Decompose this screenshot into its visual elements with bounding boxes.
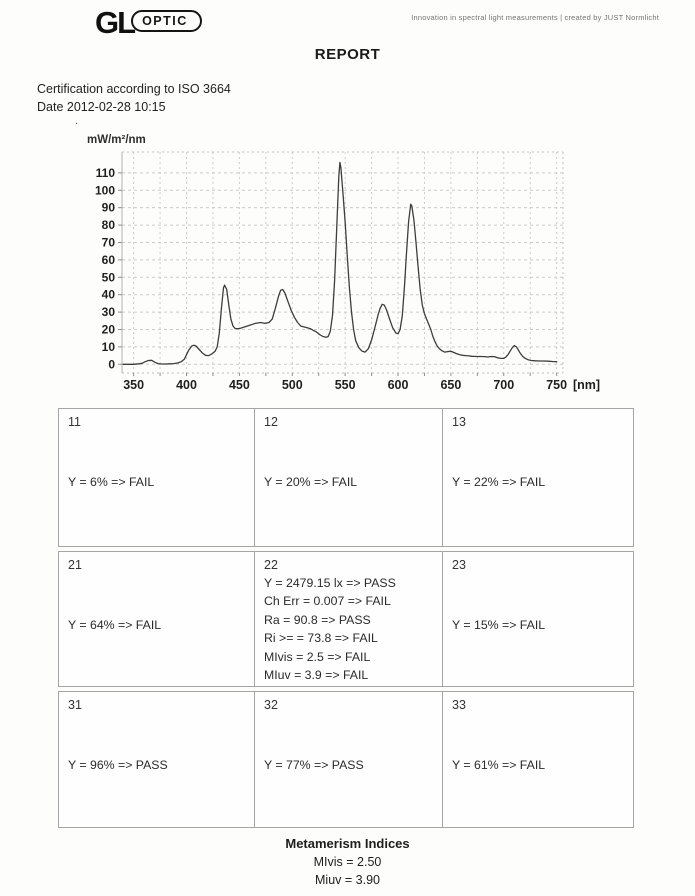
x-tick-label: 550	[335, 378, 356, 392]
chart-gridlines	[122, 152, 563, 373]
footer-miuv-value: Miuv = 3.90	[315, 873, 380, 887]
cell-result-line: Y = 15% => FAIL	[452, 618, 546, 632]
grid-cell-11: 11 Y = 6% => FAIL	[59, 409, 254, 546]
spectrum-chart: 0 10 20 30 40 50 60 70 80 90 100 110 350 400 450 500 550…	[60, 146, 605, 398]
certification-block: Certification according to ISO 3664 Date…	[37, 80, 231, 116]
cell-result-line: MIvis = 2.5 => FAIL	[264, 649, 371, 664]
chart-y-unit-label: mW/m²/nm	[87, 134, 146, 146]
spectrum-svg: 0 10 20 30 40 50 60 70 80 90 100 110 350 400 450 500 550…	[95, 151, 600, 392]
x-unit-label: [nm]	[573, 378, 600, 392]
y-tick-label: 10	[102, 340, 116, 354]
grid-row-3: 31 Y = 96% => PASS 32 Y = 77% => PASS 33 Y = …	[58, 691, 634, 828]
y-tick-label: 50	[102, 270, 116, 284]
x-tick-label: 400	[176, 378, 197, 392]
grid-cell-23: 23 Y = 15% => FAIL	[442, 552, 633, 686]
y-tick-label: 70	[102, 235, 116, 249]
y-tick-label: 0	[108, 357, 115, 371]
cell-result-line: Ch Err = 0.007 => FAIL	[264, 594, 391, 609]
chart-axes	[118, 151, 564, 376]
cell-result-text: Y = 15% => FAIL	[452, 618, 627, 632]
cell-result-line: Ra = 90.8 => PASS	[264, 612, 371, 627]
cell-id-label: 21	[68, 558, 82, 572]
y-tick-label: 100	[95, 183, 115, 197]
cell-result-text: Y = 96% => PASS	[68, 758, 248, 772]
x-tick-label: 650	[440, 378, 461, 392]
certification-line: Certification according to ISO 3664	[37, 82, 231, 96]
cell-result-line: Y = 96% => PASS	[68, 758, 168, 772]
cell-result-line: Ri >= = 73.8 => FAIL	[264, 631, 378, 646]
grid-cell-21: 21 Y = 64% => FAIL	[59, 552, 254, 686]
gl-optic-logo: GL OPTIC	[95, 7, 202, 39]
cell-id-label: 33	[452, 698, 466, 712]
header-tagline: Innovation in spectral light measurement…	[411, 13, 659, 22]
y-tick-label: 60	[102, 253, 116, 267]
y-tick-label: 30	[102, 305, 116, 319]
x-tick-label: 350	[123, 378, 144, 392]
cell-result-text: Y = 6% => FAIL	[68, 475, 248, 489]
grid-cell-22: 22 Y = 2479.15 lx => PASS Ch Err = 0.007 =…	[254, 552, 442, 686]
page-title: REPORT	[314, 46, 381, 63]
x-tick-label: 600	[388, 378, 409, 392]
metamerism-footer: Metamerism Indices MIvis = 2.50 Miuv = 3…	[0, 834, 695, 889]
logo-gl-text: GL	[95, 5, 136, 40]
cell-id-label: 12	[264, 415, 278, 429]
spectrum-curve	[122, 161, 558, 365]
grid-cell-32: 32 Y = 77% => PASS	[254, 692, 442, 827]
cell-result-line: Y = 22% => FAIL	[452, 475, 546, 489]
cell-id-label: 22	[264, 558, 278, 572]
footer-mivis-value: MIvis = 2.50	[313, 855, 382, 869]
grid-cell-12: 12 Y = 20% => FAIL	[254, 409, 442, 546]
stray-dot-mark: .	[75, 115, 79, 127]
cell-id-label: 13	[452, 415, 466, 429]
grid-row-2: 21 Y = 64% => FAIL 22 Y = 2479.15 lx => PAS…	[58, 551, 634, 687]
cell-result-line: Y = 6% => FAIL	[68, 475, 155, 489]
x-tick-label: 450	[229, 378, 250, 392]
x-tick-label: 700	[493, 378, 514, 392]
cell-id-label: 11	[68, 415, 81, 429]
chart-axis-labels: 0 10 20 30 40 50 60 70 80 90 100 110 350 400 450 500 550…	[95, 166, 600, 392]
cell-result-line: Y = 20% => FAIL	[264, 475, 358, 489]
cell-result-line: Y = 2479.15 lx => PASS	[264, 576, 396, 590]
cell-id-label: 31	[68, 698, 82, 712]
certification-date: Date 2012-02-28 10:15	[37, 100, 166, 114]
cell-result-line: Y = 77% => PASS	[264, 758, 364, 772]
grid-row-1: 11 Y = 6% => FAIL 12 Y = 20% => FAIL 13 Y = 2…	[58, 408, 634, 547]
y-tick-label: 80	[102, 218, 116, 232]
evaluation-grid: 11 Y = 6% => FAIL 12 Y = 20% => FAIL 13 Y = 2…	[58, 408, 634, 828]
x-tick-label: 500	[282, 378, 303, 392]
y-tick-label: 40	[102, 288, 116, 302]
cell-result-line: Y = 64% => FAIL	[68, 618, 162, 632]
y-tick-label: 20	[102, 322, 116, 336]
cell-result-text: Y = 77% => PASS	[264, 758, 436, 772]
logo-optic-pill: OPTIC	[131, 10, 202, 32]
grid-cell-13: 13 Y = 22% => FAIL	[442, 409, 633, 546]
grid-cell-33: 33 Y = 61% => FAIL	[442, 692, 633, 827]
grid-cell-31: 31 Y = 96% => PASS	[59, 692, 254, 827]
y-tick-label: 110	[96, 166, 116, 180]
y-tick-label: 90	[102, 201, 116, 215]
cell-id-label: 32	[264, 698, 278, 712]
cell-result-text: Y = 20% => FAIL	[264, 475, 436, 489]
cell-result-text: Y = 22% => FAIL	[452, 475, 627, 489]
cell-result-line: MIuv = 3.9 => FAIL	[264, 668, 369, 683]
x-tick-label: 750	[546, 378, 567, 392]
cell-result-line: Y = 61% => FAIL	[452, 758, 546, 772]
cell-result-text: Y = 64% => FAIL	[68, 618, 248, 632]
cell-result-text: Y = 61% => FAIL	[452, 758, 627, 772]
cell-id-label: 23	[452, 558, 466, 572]
cell-result-text: Y = 2479.15 lx => PASS Ch Err = 0.007 => …	[264, 574, 436, 684]
footer-title: Metamerism Indices	[285, 836, 410, 851]
